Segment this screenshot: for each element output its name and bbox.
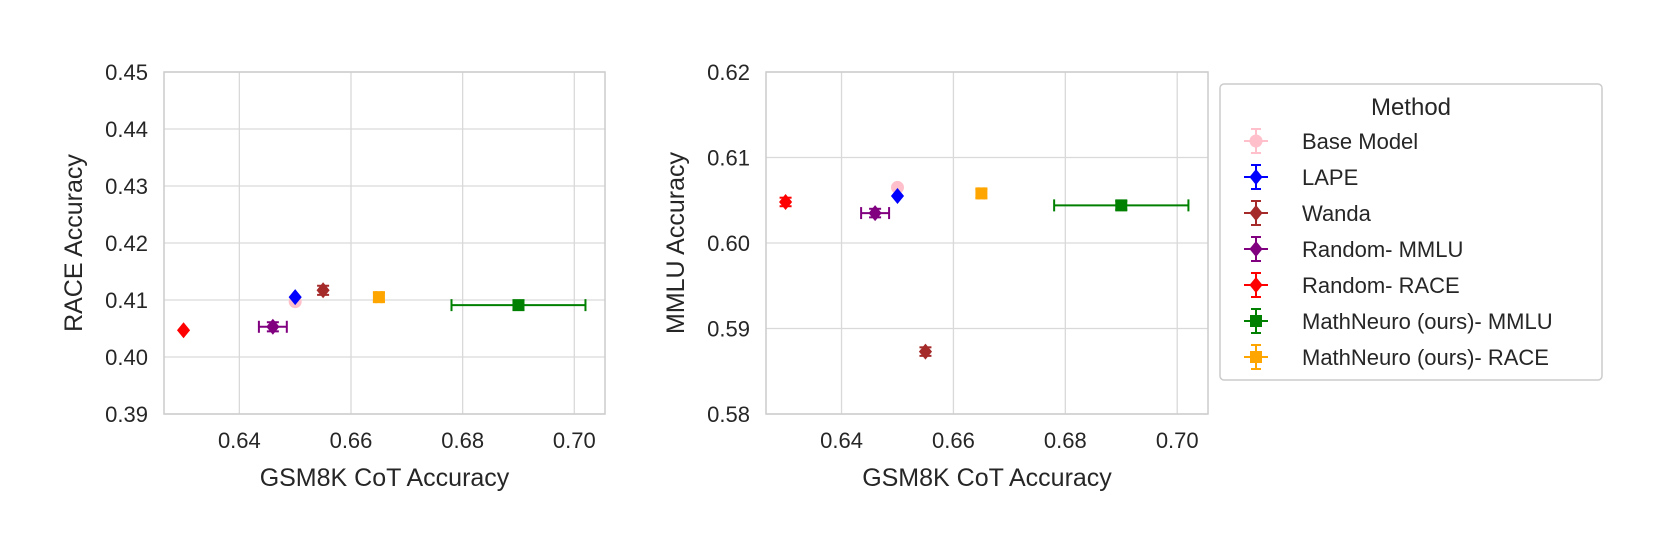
x-tick-label: 0.64 xyxy=(820,428,863,453)
point-lape xyxy=(890,187,905,204)
marker-random-race xyxy=(779,193,793,210)
y-tick-label: 0.61 xyxy=(707,146,750,171)
point-wanda xyxy=(316,282,330,299)
marker-mathneuro-ours-race xyxy=(372,291,385,304)
marker-wanda xyxy=(316,282,330,299)
legend-marker xyxy=(1250,315,1262,327)
legend-label: Random- RACE xyxy=(1302,273,1460,298)
legend-item-random-mmlu: Random- MMLU xyxy=(1244,236,1463,262)
plot-frame xyxy=(765,71,1209,415)
marker-mathneuro-ours-mmlu xyxy=(1115,199,1128,212)
legend-title: Method xyxy=(1371,94,1451,121)
x-axis-label: GSM8K CoT Accuracy xyxy=(862,464,1112,492)
marker-random-mmlu xyxy=(868,205,882,222)
legend-label: MathNeuro (ours)- MMLU xyxy=(1302,309,1553,334)
legend-marker xyxy=(1249,169,1263,185)
y-tick-label: 0.60 xyxy=(707,231,750,256)
point-random-race xyxy=(176,322,191,339)
point-random-mmlu xyxy=(860,205,891,222)
marker-mathneuro-ours-race xyxy=(975,187,988,200)
x-tick-label: 0.68 xyxy=(1044,428,1087,453)
legend-item-mathneuro-ours-race: MathNeuro (ours)- RACE xyxy=(1244,344,1549,370)
point-mathneuro-ours-mmlu xyxy=(450,299,587,312)
legend-item-mathneuro-ours-mmlu: MathNeuro (ours)- MMLU xyxy=(1244,308,1553,334)
x-tick-label: 0.66 xyxy=(330,428,373,453)
legend-item-wanda: Wanda xyxy=(1244,200,1372,226)
legend-marker xyxy=(1249,241,1263,257)
y-tick-label: 0.44 xyxy=(105,117,148,142)
plot-frame xyxy=(163,71,606,415)
legend: Method Base Model LAPE Wanda Random- MMLU Ran… xyxy=(1219,83,1603,381)
legend-label: Wanda xyxy=(1302,201,1372,226)
y-tick-label: 0.58 xyxy=(707,402,750,427)
legend-marker xyxy=(1250,351,1262,363)
point-mathneuro-ours-race xyxy=(975,187,988,200)
legend-item-random-race: Random- RACE xyxy=(1244,272,1460,298)
legend-marker xyxy=(1249,205,1263,221)
marker-wanda xyxy=(918,343,933,360)
y-tick-label: 0.39 xyxy=(105,402,148,427)
point-mathneuro-ours-mmlu xyxy=(1053,199,1190,212)
y-tick-label: 0.62 xyxy=(707,60,750,85)
legend-item-lape: LAPE xyxy=(1244,164,1358,190)
plot-1: 0.64 0.66 0.68 0.70 0.39 0.40 0.41 0.42 0.43 0.44… xyxy=(60,60,606,492)
x-tick-label: 0.66 xyxy=(932,428,975,453)
marker-mathneuro-ours-mmlu xyxy=(512,299,525,312)
x-tick-label: 0.70 xyxy=(553,428,596,453)
legend-label: MathNeuro (ours)- RACE xyxy=(1302,345,1549,370)
y-tick-label: 0.59 xyxy=(707,317,750,342)
y-axis-label: RACE Accuracy xyxy=(60,154,88,332)
legend-label: Base Model xyxy=(1302,129,1418,154)
plot-2: 0.64 0.66 0.68 0.70 0.58 0.59 0.60 0.61 0.62 GSM8… xyxy=(662,60,1209,492)
x-tick-label: 0.70 xyxy=(1156,428,1199,453)
marker-random-mmlu xyxy=(266,318,280,335)
legend-label: Random- MMLU xyxy=(1302,237,1463,262)
marker-base-model xyxy=(890,180,904,194)
marker-random-race xyxy=(176,322,191,339)
point-base-model xyxy=(890,180,904,194)
y-axis-label: MMLU Accuracy xyxy=(662,152,690,334)
y-tick-label: 0.42 xyxy=(105,231,148,256)
y-tick-label: 0.43 xyxy=(105,174,148,199)
legend-marker xyxy=(1249,134,1263,148)
x-tick-label: 0.64 xyxy=(218,428,261,453)
y-tick-label: 0.45 xyxy=(105,60,148,85)
x-axis-label: GSM8K CoT Accuracy xyxy=(260,464,510,492)
y-tick-label: 0.40 xyxy=(105,345,148,370)
marker-lape xyxy=(890,187,905,204)
legend-frame xyxy=(1219,83,1603,381)
point-mathneuro-ours-race xyxy=(372,291,385,304)
point-random-race xyxy=(779,193,793,210)
legend-item-base-model: Base Model xyxy=(1244,128,1418,154)
point-lape xyxy=(288,289,302,306)
legend-label: LAPE xyxy=(1302,165,1358,190)
point-random-mmlu xyxy=(257,318,288,335)
marker-lape xyxy=(288,289,302,306)
point-wanda xyxy=(918,343,933,360)
legend-marker xyxy=(1249,277,1263,293)
y-tick-label: 0.41 xyxy=(105,288,148,313)
x-tick-label: 0.68 xyxy=(441,428,484,453)
